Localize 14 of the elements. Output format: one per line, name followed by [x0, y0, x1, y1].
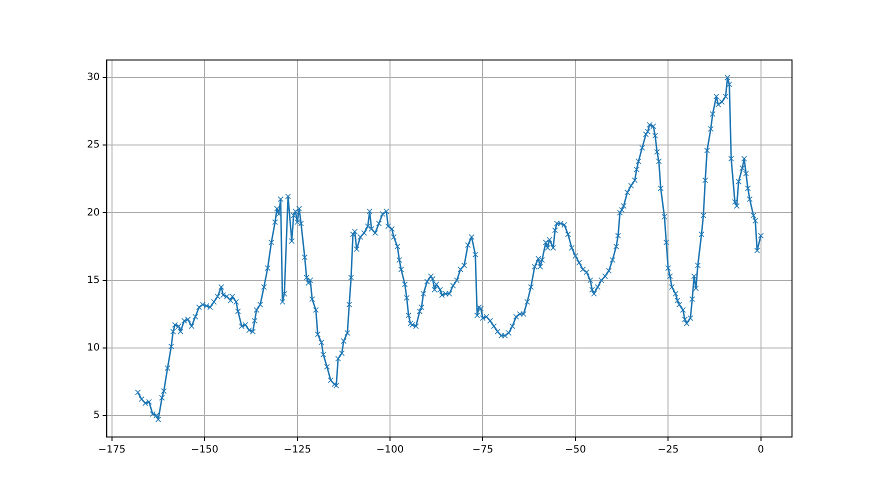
x-tick-label: −150: [190, 444, 218, 456]
x-tick-label: −175: [98, 444, 126, 456]
y-tick-label: 25: [86, 140, 100, 151]
x-tick-label: −125: [284, 444, 312, 456]
y-tick-label: 10: [86, 342, 100, 354]
x-tick-label: −25: [658, 444, 679, 456]
y-tick-label: 30: [86, 72, 100, 84]
x-tick-label: −75: [472, 444, 494, 456]
x-tick-label: 0: [758, 444, 764, 456]
y-tick-label: 5: [93, 410, 100, 421]
x-tick-label: −50: [564, 444, 586, 456]
x-tick-label: −100: [376, 444, 404, 456]
y-tick-label: 20: [86, 207, 100, 218]
y-tick-label: 15: [86, 274, 100, 286]
